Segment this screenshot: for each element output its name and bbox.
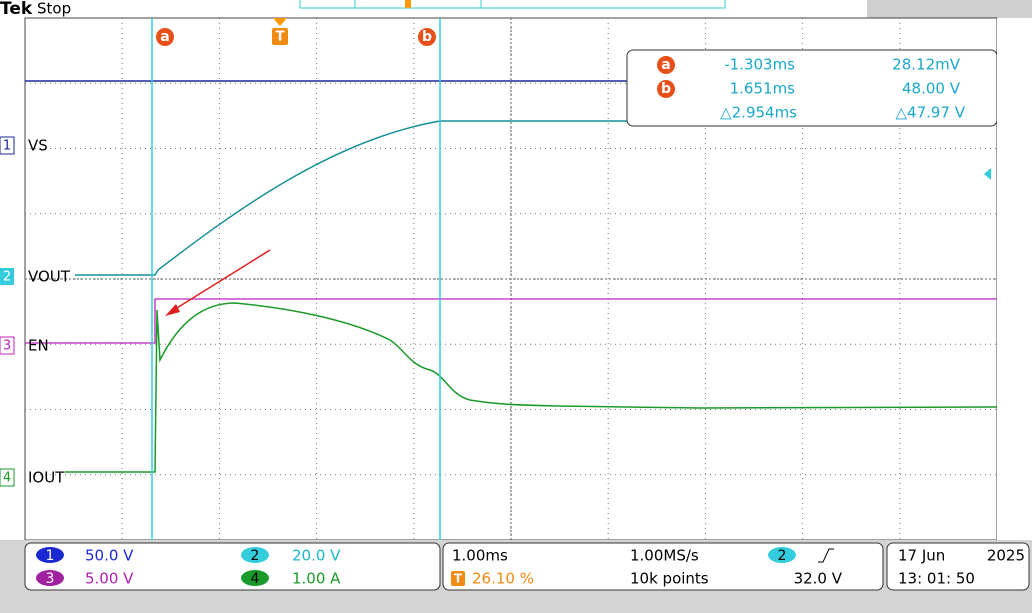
ch1-label: VS (28, 137, 48, 155)
date: 17 Jun (898, 547, 945, 565)
readout-delta-time: △2.954ms (720, 104, 797, 122)
ch2-box (0, 268, 14, 285)
ch2-label: VOUT (28, 268, 71, 286)
ch4-label: IOUT (28, 469, 65, 487)
sb-ch1-number: 1 (46, 548, 55, 564)
readout-a-marker: a (661, 57, 670, 73)
sb-ch1-badge (36, 547, 64, 563)
readout-a-badge (657, 56, 675, 74)
readout-time: 1.651ms (730, 80, 796, 98)
annotation-arrowhead (165, 304, 180, 316)
trigger-pointer (273, 18, 287, 26)
trace-iout (65, 302, 998, 473)
ch2-number: 2 (3, 270, 11, 285)
sb-ch3-number: 3 (46, 571, 55, 587)
readout-value: 28.12mV (892, 56, 961, 74)
trigger-channel: 2 (778, 548, 787, 564)
trigger-pos-marker: T (454, 572, 463, 586)
right-margin (997, 18, 1032, 540)
cursor-b-label: b (422, 29, 432, 45)
readout-b-marker: b (661, 81, 671, 97)
record-trigger (405, 0, 411, 8)
cursor-a-badge (156, 28, 174, 46)
ch3-box (0, 336, 15, 355)
sb-ch1-scale: 50.0 V (85, 547, 134, 565)
readout-b-badge (657, 80, 675, 98)
trigger-pos-badge (451, 571, 465, 586)
brand: Tek (0, 0, 33, 19)
trigger-label: T (276, 30, 285, 45)
cursor-a-label: a (160, 29, 169, 45)
sb-ch4-scale: 1.00 A (292, 570, 341, 588)
channel-labels: 1 VS 2 VOUT 3 EN 4 IOUT (0, 136, 71, 487)
datetime-box (886, 542, 1030, 591)
sample-rate: 1.00MS/s (630, 547, 699, 565)
readout-time: -1.303ms (724, 56, 795, 74)
record-length: 10k points (630, 570, 709, 588)
trigger-level: 32.0 V (794, 570, 843, 588)
ch1-number: 1 (3, 139, 11, 154)
ch3-number: 3 (3, 339, 11, 354)
top-bar (0, 0, 1032, 18)
year: 2025 (987, 547, 1025, 565)
sb-ch2-scale: 20.0 V (292, 547, 341, 565)
clock: 13: 01: 50 (898, 570, 975, 588)
ch4-box (0, 468, 15, 487)
ch3-label: EN (28, 337, 49, 355)
readout-delta-value: △47.97 V (895, 104, 965, 122)
ch4-number: 4 (3, 471, 11, 486)
timebase: 1.00ms (452, 547, 508, 565)
trigger-slope (818, 548, 834, 563)
trigger-position: 26.10 % (472, 570, 534, 588)
trigger-ch-badge (768, 547, 796, 563)
run-status: Stop (37, 0, 71, 18)
ch1-box (0, 136, 15, 155)
trace-en (25, 298, 997, 344)
trigger-level-marker (984, 168, 991, 180)
readout-value: 48.00 V (902, 80, 961, 98)
sb-ch3-badge (36, 570, 64, 586)
annotation-arrow (171, 249, 271, 312)
cursor-b-badge (418, 28, 436, 46)
sb-ch2-number: 2 (251, 548, 260, 564)
trace-vout (75, 120, 997, 276)
sb-ch4-number: 4 (251, 571, 260, 587)
vertical-box (24, 542, 441, 591)
top-bar-right (867, 0, 1032, 18)
sb-ch4-badge (241, 570, 269, 586)
sb-ch3-scale: 5.00 V (85, 570, 134, 588)
sb-ch2-badge (241, 547, 269, 563)
record-view (299, 0, 726, 9)
trigger-badge (272, 28, 288, 45)
